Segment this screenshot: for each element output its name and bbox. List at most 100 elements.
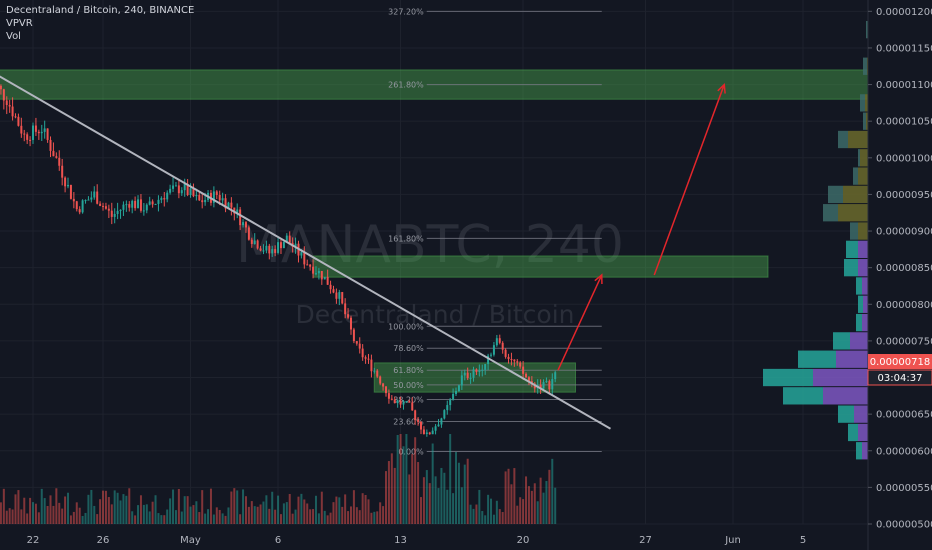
time-tick-label: 5 [800, 535, 806, 546]
volume-bar [189, 506, 192, 524]
volume-bar [370, 512, 373, 524]
volume-bar [501, 512, 504, 524]
projection-arrows[interactable] [557, 82, 726, 371]
volume-bar [14, 494, 17, 524]
volume-bar [297, 496, 300, 524]
volume-bar [169, 498, 172, 524]
price-tick-label: 0.00001200 [876, 7, 932, 18]
volume-bar [446, 489, 449, 524]
candle-body [201, 200, 204, 203]
volume-bar [265, 495, 268, 524]
candle-body [43, 128, 46, 132]
candle-body [382, 383, 385, 387]
candle-body [2, 89, 5, 101]
symbol-title[interactable]: Decentraland / Bitcoin, 240, BINANCE [6, 5, 195, 16]
volume-bar [204, 513, 207, 524]
candle-body [221, 198, 224, 201]
candle-body [61, 165, 64, 178]
volume-bar [233, 488, 236, 524]
volume-bar [247, 506, 250, 524]
chart-legend: Decentraland / Bitcoin, 240, BINANCE VPV… [6, 4, 194, 43]
volume-bar [52, 505, 55, 524]
volume-bar [314, 495, 317, 524]
candle-body [160, 198, 163, 200]
volume-bar [440, 467, 443, 524]
volume-bar [125, 495, 128, 524]
candle-body [212, 191, 215, 203]
support-resistance-zone[interactable] [312, 255, 769, 278]
candle-body [323, 276, 326, 280]
vpvr-bar-up [863, 57, 867, 75]
volume-bar [332, 502, 335, 524]
volume-bar [148, 511, 151, 524]
volume-bar [306, 503, 309, 524]
volume-bar [382, 506, 385, 524]
candle-body [20, 125, 23, 134]
volume-bar [384, 471, 387, 524]
candle-body [490, 354, 493, 356]
candle-body [5, 100, 8, 105]
candle-body [332, 289, 335, 293]
indicator-vpvr[interactable]: VPVR [6, 18, 33, 29]
candle-body [236, 209, 239, 214]
volume-bar [99, 499, 102, 524]
vpvr-bar-up [858, 295, 863, 313]
candle-body [390, 398, 393, 400]
vpvr-bar-down [850, 332, 868, 350]
vpvr-bar-up [856, 313, 862, 332]
volume-bar [527, 486, 530, 524]
volume-bar [481, 511, 484, 524]
volume-bar [525, 476, 528, 524]
volume-bar [344, 494, 347, 524]
volume-bar [8, 508, 11, 524]
candle-body [405, 401, 408, 403]
candle-body [224, 198, 227, 209]
vpvr-bar-up [848, 423, 858, 442]
volume-bar [262, 501, 265, 524]
countdown-label: 03:04:37 [878, 373, 923, 384]
volume-bar [533, 483, 536, 524]
candle-body [355, 341, 358, 344]
volume-bar [277, 495, 280, 524]
candle-body [192, 188, 195, 197]
candle-body [23, 133, 26, 135]
candle-body [455, 391, 458, 394]
volume-bars [0, 434, 557, 524]
descending-trendline[interactable] [0, 55, 611, 430]
price-tick-label: 0.00000950 [876, 190, 932, 201]
volume-bar [545, 481, 548, 524]
support-resistance-zone[interactable] [373, 362, 576, 393]
volume-bar [274, 509, 277, 524]
candle-body [239, 209, 242, 226]
candle-body [335, 292, 338, 299]
time-axis[interactable]: 22 26 May 6 13 20 27 Jun 5 [27, 535, 807, 546]
candle-body [317, 271, 320, 274]
time-tick-label: 6 [275, 535, 281, 546]
candle-body [472, 369, 475, 378]
price-axis[interactable]: 0.00001200 0.00001150 0.00001100 0.00001050… [868, 7, 932, 531]
fibonacci-extension[interactable]: 327.20% 261.80% 161.80% 100.00% 78.60% 61.80%… [388, 7, 602, 456]
volume-bar [294, 509, 297, 524]
vpvr-bar-up [860, 94, 865, 112]
candle-body [370, 359, 373, 372]
candle-body [364, 357, 367, 359]
vpvr-bar-down [862, 313, 868, 332]
volume-bar [387, 461, 390, 524]
candle-body [484, 364, 487, 370]
trendline-layer[interactable] [0, 55, 611, 430]
volume-bar [198, 512, 201, 524]
vpvr-bar-down [860, 149, 868, 167]
candle-body [52, 150, 55, 157]
candle-body [110, 210, 113, 217]
candle-body [58, 157, 61, 166]
candle-body [384, 386, 387, 394]
volume-bar [90, 489, 93, 524]
projection-arrow-line[interactable] [653, 84, 725, 276]
price-tick-label: 0.00000550 [876, 483, 932, 494]
volume-bar [209, 488, 212, 524]
candle-body [507, 356, 510, 359]
indicator-volume[interactable]: Vol [6, 31, 21, 42]
vpvr-bar-down [863, 295, 868, 313]
projection-arrow-line[interactable] [557, 274, 603, 371]
